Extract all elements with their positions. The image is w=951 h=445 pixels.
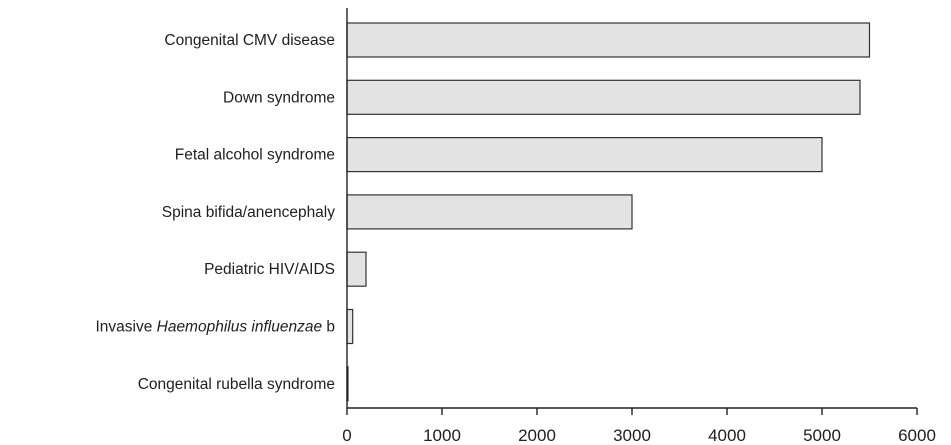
x-tick-label-4000: 4000 bbox=[708, 426, 746, 445]
category-label-4: Spina bifida/anencephaly bbox=[162, 204, 335, 221]
x-tick-label-5000: 5000 bbox=[803, 426, 841, 445]
category-label-2: Down syndrome bbox=[223, 89, 335, 106]
bar-3 bbox=[346, 137, 823, 173]
category-labels-group: Congenital CMV disease Down syndrome Fetal… bbox=[95, 32, 335, 393]
x-tick-label-1000: 1000 bbox=[423, 426, 461, 445]
x-tick-label-2000: 2000 bbox=[518, 426, 556, 445]
category-label-1: Congenital CMV disease bbox=[164, 32, 335, 49]
x-tick-labels-group: 0 1000 2000 3000 4000 5000 6000 bbox=[342, 426, 936, 445]
x-tick-label-0: 0 bbox=[342, 426, 351, 445]
category-label-5: Pediatric HIV/AIDS bbox=[204, 261, 335, 278]
bars-group bbox=[346, 22, 871, 402]
category-label-6: Invasive Haemophilus influenzae b bbox=[95, 319, 335, 336]
axes-group bbox=[346, 8, 918, 415]
x-tick-label-6000: 6000 bbox=[898, 426, 936, 445]
bar-5 bbox=[346, 251, 367, 287]
bar-2 bbox=[346, 79, 861, 115]
bar-6 bbox=[346, 308, 354, 345]
bar-1 bbox=[346, 22, 871, 58]
category-label-3: Fetal alcohol syndrome bbox=[175, 147, 335, 164]
category-label-7: Congenital rubella syndrome bbox=[138, 376, 335, 393]
bar-4 bbox=[346, 194, 633, 230]
x-tick-label-3000: 3000 bbox=[613, 426, 651, 445]
